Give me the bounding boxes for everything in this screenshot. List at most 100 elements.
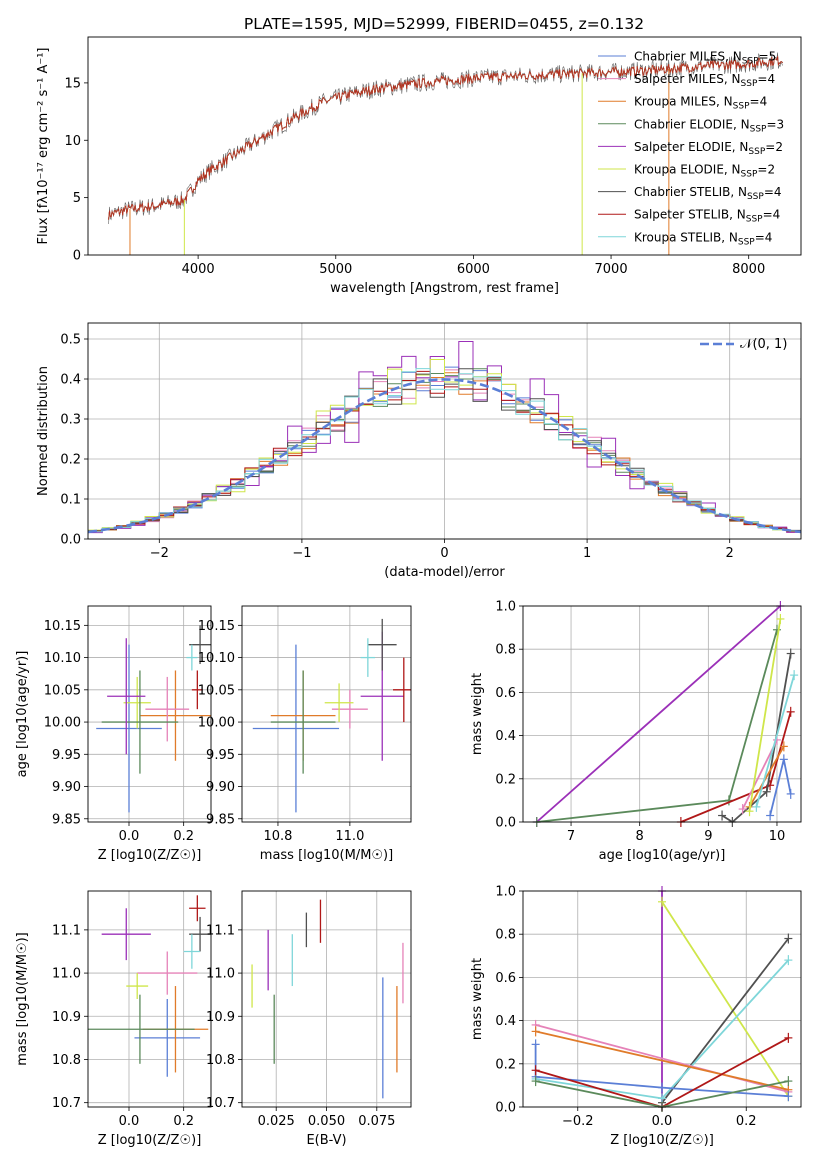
y-tick-label: 1.0 — [495, 885, 516, 900]
axes-frame — [522, 605, 802, 823]
legend-entry: Kroupa ELODIE, NSSP=2 — [634, 163, 775, 180]
y-tick-label: 9.85 — [206, 812, 235, 827]
y-tick-label: 9.85 — [52, 812, 81, 827]
y-tick-label: 0.8 — [495, 928, 516, 943]
panel-7: −0.2 0.0 0.2 0.0 0.2 0.4 0.6 0.8 1.0 Z [log10(Z/Z… — [470, 885, 802, 1148]
plot-area — [251, 899, 404, 1099]
axes-frame — [87, 890, 212, 1108]
y-tick-label: 11.1 — [206, 923, 235, 938]
x-tick-label: 2 — [726, 546, 734, 561]
x-axis-label: age [log10(age/yr)] — [599, 848, 726, 863]
y-axis-label: mass [log10(M/M☉)] — [15, 932, 30, 1065]
weight-line-yellow — [661, 901, 790, 1097]
y-tick-label: 10.00 — [198, 716, 235, 731]
plot-area — [88, 341, 801, 535]
y-tick-label: 0.4 — [60, 373, 81, 388]
panel-4: 7 8 9 10 0.0 0.2 0.4 0.6 0.8 1.0 age [log10(age/yr… — [470, 600, 802, 863]
x-tick-label: 8 — [636, 829, 644, 844]
plot-area — [108, 52, 783, 255]
y-tick-label: 0.1 — [60, 493, 81, 508]
y-tick-label: 10.8 — [206, 1053, 235, 1068]
axes-frame — [87, 36, 802, 256]
x-tick-label: 4000 — [182, 262, 215, 277]
y-axis-label: mass weight — [470, 958, 485, 1040]
weight-line-orange — [748, 745, 785, 808]
y-tick-label: 9.90 — [206, 780, 235, 795]
legend-entry: Salpeter STELIB, NSSP=4 — [634, 208, 780, 225]
x-tick-label: −2 — [150, 546, 169, 561]
x-tick-label: 0.2 — [173, 829, 194, 844]
weight-line-green — [536, 629, 778, 823]
legend-entry: Chabrier MILES, NSSP=5 — [634, 50, 776, 67]
weight-line-yellow — [748, 618, 782, 812]
x-tick-label: 0.0 — [652, 1114, 673, 1129]
axes-frame — [87, 322, 802, 540]
x-tick-label: 0.025 — [258, 1114, 295, 1129]
weight-line-dark — [721, 653, 792, 824]
y-tick-label: 10.15 — [44, 619, 81, 634]
x-tick-label: 9 — [704, 829, 712, 844]
y-tick-label: 0.8 — [495, 643, 516, 658]
x-axis-label: Z [log10(Z/Z☉)] — [98, 848, 202, 863]
normal-curve — [88, 378, 801, 534]
axes-frame — [241, 890, 412, 1108]
y-tick-label: 10.00 — [44, 716, 81, 731]
x-tick-label: 0.075 — [358, 1114, 395, 1129]
legend: Chabrier MILES, NSSP=5 Salpeter MILES, NS… — [598, 50, 784, 247]
y-tick-label: 1.0 — [495, 600, 516, 615]
plot-area — [252, 618, 411, 813]
x-axis-label: (data-model)/error — [384, 565, 505, 580]
axes-frame — [522, 890, 802, 1108]
y-tick-label: 11.1 — [52, 923, 81, 938]
weight-line-orange — [535, 1030, 789, 1091]
y-tick-label: 10.7 — [206, 1096, 235, 1111]
x-tick-label: 8000 — [732, 262, 765, 277]
x-tick-label: 11.0 — [335, 829, 364, 844]
x-axis-label: Z [log10(Z/Z☉)] — [98, 1133, 202, 1148]
panel-1: −2 −1 0 1 2 0.0 0.1 0.2 0.3 0.4 0.5 (data-model)/er… — [36, 322, 802, 580]
x-tick-label: 5000 — [319, 262, 352, 277]
weight-line-purple — [536, 605, 781, 823]
y-tick-label: 10.9 — [52, 1010, 81, 1025]
y-tick-label: 9.95 — [206, 748, 235, 763]
y-tick-label: 0.6 — [495, 971, 516, 986]
weight-line-blue — [534, 1044, 789, 1098]
y-tick-label: 0.2 — [495, 772, 516, 787]
y-tick-label: 10.10 — [44, 651, 81, 666]
y-tick-label: 0.3 — [60, 413, 81, 428]
x-tick-label: 0.050 — [308, 1114, 345, 1129]
x-tick-label: 0.2 — [173, 1114, 194, 1129]
y-tick-label: 0.5 — [60, 333, 81, 348]
panel-6: 0.025 0.050 0.075 10.7 10.8 10.9 11.0 11.1 E(B-V… — [206, 890, 412, 1148]
weight-line-blue — [769, 759, 792, 816]
x-tick-label: 7 — [567, 829, 575, 844]
x-tick-label: −1 — [292, 546, 311, 561]
chart-title: PLATE=1595, MJD=52999, FIBERID=0455, z=0… — [244, 15, 644, 33]
y-tick-label: 10.8 — [52, 1053, 81, 1068]
panel-0: 4000 5000 6000 7000 8000 0 5 10 15 wavelength [An… — [36, 15, 802, 296]
legend-entry: Kroupa STELIB, NSSP=4 — [634, 230, 772, 247]
weight-line-cyan — [755, 674, 795, 808]
y-tick-label: 9.90 — [52, 780, 81, 795]
weight-line-pink — [741, 739, 778, 810]
x-axis-label: E(B-V) — [306, 1133, 346, 1148]
legend-entry: Salpeter MILES, NSSP=4 — [634, 72, 775, 89]
x-tick-label: 0.2 — [736, 1114, 757, 1129]
axes-frame — [87, 605, 212, 823]
y-tick-label: 5 — [73, 191, 81, 206]
y-tick-label: 10 — [64, 134, 81, 149]
y-axis-label: mass weight — [470, 673, 485, 755]
y-tick-label: 11.0 — [52, 967, 81, 982]
y-tick-label: 0.2 — [60, 453, 81, 468]
y-tick-label: 0.0 — [495, 816, 516, 831]
x-tick-label: 0 — [440, 546, 448, 561]
plot-area — [531, 886, 793, 1112]
x-tick-label: 6000 — [457, 262, 490, 277]
legend-entry: Kroupa MILES, NSSP=4 — [634, 95, 767, 112]
legend-entry: Chabrier STELIB, NSSP=4 — [634, 185, 782, 202]
spectrum-line-red — [108, 56, 783, 220]
x-tick-label: 0.0 — [119, 829, 140, 844]
y-axis-label: Flux [fλ10⁻¹⁷ erg cm⁻² s⁻¹ A⁻¹] — [36, 48, 51, 245]
y-tick-label: 0.2 — [495, 1057, 516, 1072]
